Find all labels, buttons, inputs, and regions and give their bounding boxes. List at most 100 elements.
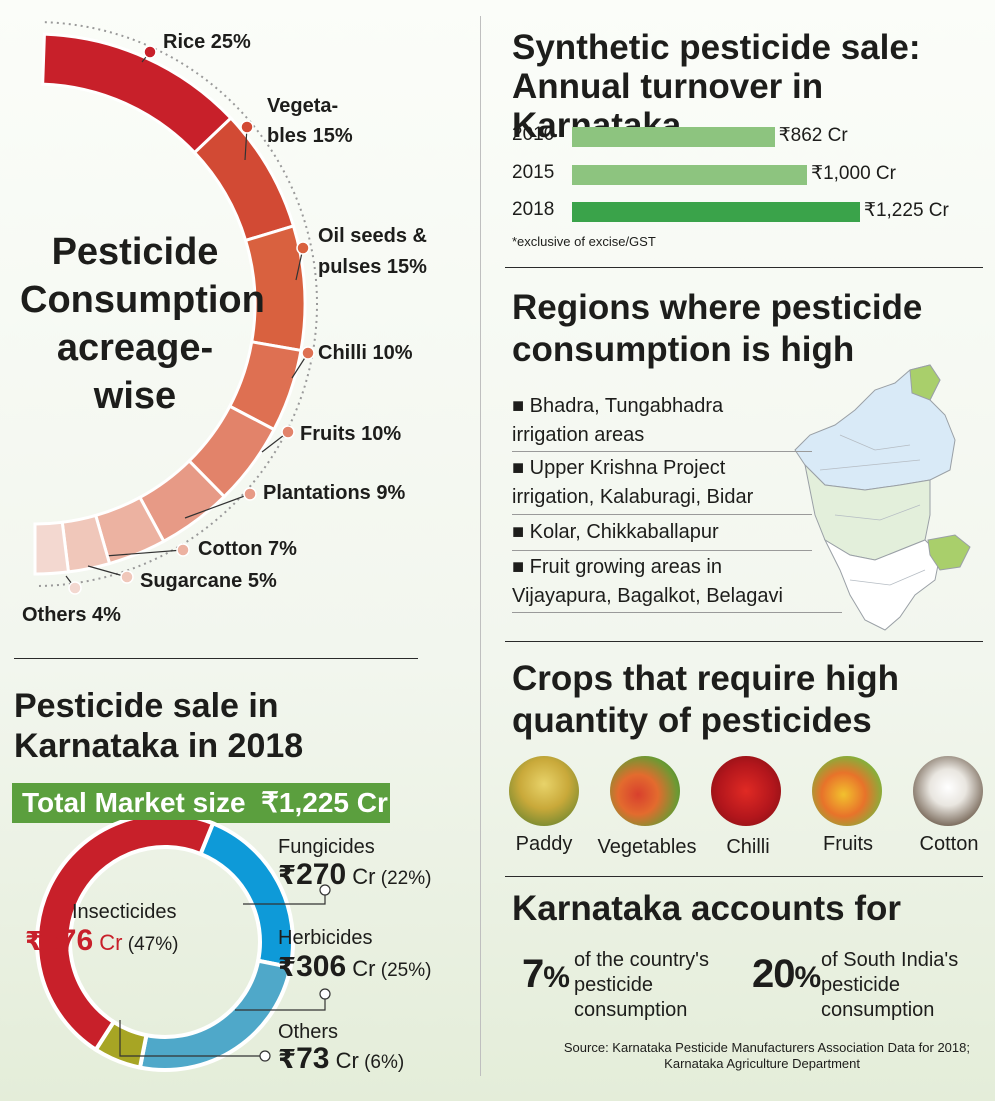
right-divider-3 <box>505 876 983 877</box>
bar-year-2010: 2010 <box>512 124 555 145</box>
label-oilseeds-2: pulses 15% <box>318 256 427 278</box>
donut-leader-herbicides <box>235 996 326 1011</box>
sale-title-line2: Karnataka in 2018 <box>14 727 304 765</box>
chilli-image <box>711 756 781 826</box>
others-pct: (6%) <box>358 1052 405 1073</box>
stat1-line2: pesticide <box>574 974 653 996</box>
region-item-1-line2: irrigation areas <box>512 424 645 446</box>
stat1-line1: of the country's <box>574 949 709 971</box>
acreage-dot-fruits <box>281 425 295 439</box>
center-divider <box>480 16 481 1076</box>
source-text: Source: Karnataka Pesticide Manufacturer… <box>500 1040 970 1072</box>
acreage-title: Pesticide Consumption acreage-wise <box>20 228 265 420</box>
acreage-title-line1: Pesticide <box>51 231 219 273</box>
acreage-leader-sugarcane <box>87 565 128 578</box>
stat1-unit: % <box>543 961 570 994</box>
label-chilli: Chilli 10% <box>318 342 413 364</box>
insecticides-rupee: ₹ <box>25 926 44 956</box>
bar-value-2010: ₹862 Cr <box>778 125 848 146</box>
bar-2018 <box>572 202 860 222</box>
acreage-dot-cotton <box>176 543 190 557</box>
herbicides-name: Herbicides <box>278 927 373 949</box>
others-value: ₹73 Cr (6%) <box>278 1042 404 1076</box>
label-fruits: Fruits 10% <box>300 423 402 445</box>
acreage-dot-chilli <box>301 346 315 360</box>
insecticides-pct: (47%) <box>122 934 179 955</box>
source-line2: Karnataka Agriculture Department <box>664 1056 860 1071</box>
acreage-dot-plantations <box>243 487 257 501</box>
bar-year-2015: 2015 <box>512 162 555 183</box>
herbicides-value: ₹306 Cr (25%) <box>278 950 431 984</box>
region-item-4: ■ Fruit growing areas in Vijayapura, Bag… <box>512 553 783 611</box>
region-item-2-line2: irrigation, Kalaburagi, Bidar <box>512 486 754 508</box>
label-sugarcane: Sugarcane 5% <box>140 570 277 592</box>
donut-leader-dot-others <box>259 1050 271 1062</box>
cotton-image <box>913 756 983 826</box>
insecticides-value: ₹576 Cr (47%) <box>25 924 178 958</box>
acreage-dotted-guide <box>34 21 318 587</box>
total-market-box <box>12 783 390 823</box>
others-rupee: ₹ <box>278 1044 297 1074</box>
regions-title-line1: Regions where pesticide <box>512 288 923 327</box>
stat2-line1: of South India's <box>821 949 959 971</box>
crops-title-line1: Crops that require high <box>512 659 899 698</box>
stat2-number: 20 <box>752 952 795 996</box>
stat1-value: 7% <box>522 952 570 997</box>
fungicides-rupee: ₹ <box>278 860 297 890</box>
fungicides-value: ₹270 Cr (22%) <box>278 858 431 892</box>
crop-label-cotton: Cotton <box>919 833 979 855</box>
fungicides-name: Fungicides <box>278 836 375 858</box>
acreage-leader-cotton <box>104 549 184 557</box>
region-sep-3 <box>512 550 812 551</box>
region-sep-1 <box>512 451 812 452</box>
crop-label-vegetables: Vegetables <box>597 836 697 858</box>
karnataka-map <box>794 364 971 631</box>
right-divider-1 <box>505 267 983 268</box>
paddy-image <box>509 756 579 826</box>
sale-donut-chart <box>35 820 331 1072</box>
region-item-2-line1: ■ Upper Krishna Project <box>512 457 726 479</box>
region-item-3-line1: ■ Kolar, Chikkaballapur <box>512 521 719 543</box>
region-sep-2 <box>512 514 812 515</box>
map-south-region <box>823 538 941 631</box>
crops-title-line2: quantity of pesticides <box>512 701 872 740</box>
region-item-4-line2: Vijayapura, Bagalkot, Belagavi <box>512 585 783 607</box>
acreage-dot-sugarcane <box>120 570 134 584</box>
vegetables-image <box>610 756 680 826</box>
stat1-text: of the country's pesticide consumption <box>574 948 709 1023</box>
label-others: Others 4% <box>22 604 121 626</box>
acreage-leader-plantations <box>184 493 251 519</box>
stat2-unit: % <box>794 961 822 994</box>
herbicides-amount: 306 <box>296 950 347 983</box>
donut-leader-others <box>119 1020 262 1057</box>
stat1-number: 7 <box>522 952 544 996</box>
regions-title-line2: consumption is high <box>512 330 855 369</box>
insecticides-name: Insecticides <box>72 901 177 923</box>
stat2-line2: pesticide <box>821 974 900 996</box>
label-rice: Rice 25% <box>163 31 251 53</box>
label-cotton: Cotton 7% <box>198 538 297 560</box>
herbicides-rupee: ₹ <box>278 952 297 982</box>
acreage-segment-others <box>33 520 71 576</box>
stat2-text: of South India's pesticide consumption <box>821 948 958 1023</box>
bar-value-2015: ₹1,000 Cr <box>811 163 896 184</box>
acreage-title-line2: Consumption <box>20 279 265 321</box>
accounts-title: Karnataka accounts for <box>512 889 902 928</box>
acreage-dot-rice <box>143 45 157 59</box>
label-vegetables-2: bles 15% <box>267 125 353 147</box>
label-oilseeds-1: Oil seeds & <box>318 225 427 247</box>
region-item-4-line1: ■ Fruit growing areas in <box>512 556 722 578</box>
region-item-2: ■ Upper Krishna Project irrigation, Kala… <box>512 454 753 512</box>
crop-label-fruits: Fruits <box>823 833 873 855</box>
insecticides-amount: 576 <box>43 924 94 957</box>
donut-leader-dot-herbicides <box>319 988 331 1000</box>
bar-2010 <box>572 127 775 147</box>
stat2-value: 20% <box>752 952 822 997</box>
crops-title: Crops that require high quantity of pest… <box>512 658 899 742</box>
fungicides-pct: (22%) <box>375 868 432 889</box>
herbicides-pct: (25%) <box>375 960 432 981</box>
sale-title: Pesticide sale in Karnataka in 2018 <box>14 686 303 766</box>
regions-title: Regions where pesticide consumption is h… <box>512 287 922 371</box>
acreage-title-line3: acreage-wise <box>56 327 214 417</box>
others-unit: Cr <box>329 1048 359 1073</box>
